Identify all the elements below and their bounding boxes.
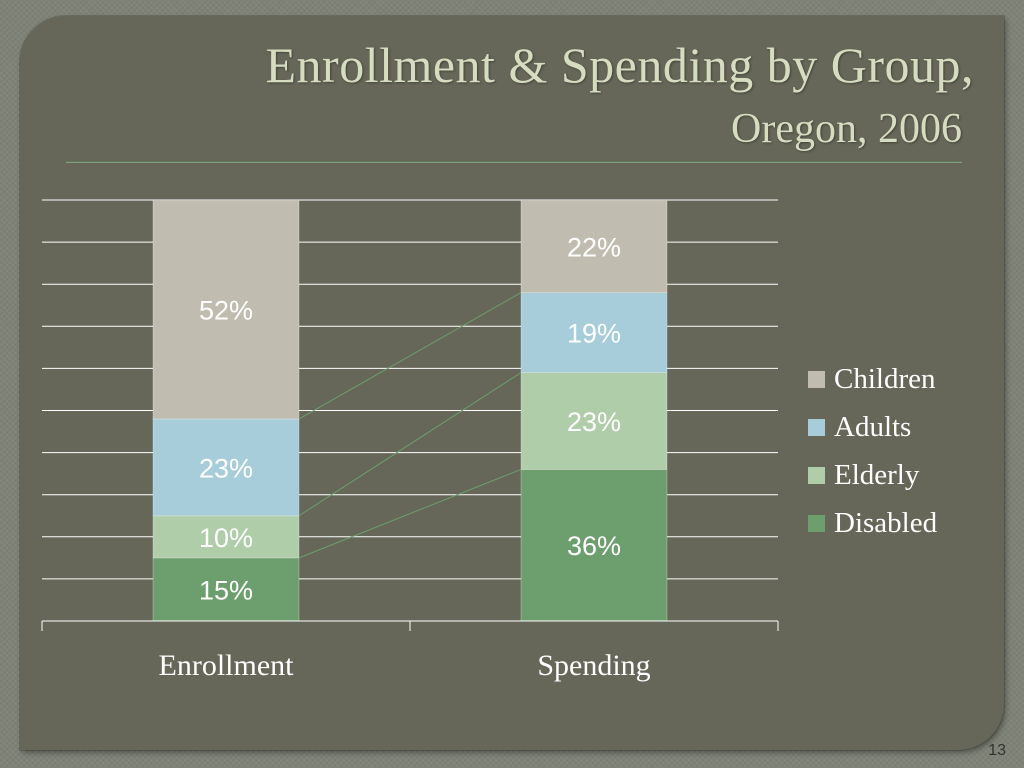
bar-segment-children [520, 199, 668, 294]
bar-segment-disabled [152, 557, 300, 622]
x-tick-label: Enrollment [159, 649, 295, 682]
legend-label-disabled: Disabled [834, 506, 938, 539]
bar-segment-adults [152, 418, 300, 517]
legend-swatch-adults [808, 418, 825, 436]
legend-label-elderly: Elderly [834, 458, 920, 491]
data-label-elderly: 10% [199, 523, 253, 553]
data-label-disabled: 36% [567, 531, 621, 561]
legend-swatch-elderly [808, 466, 825, 484]
title-divider [66, 161, 962, 163]
data-label-children: 52% [199, 295, 253, 325]
bar-segment-disabled [520, 469, 668, 622]
data-label-children: 22% [567, 232, 621, 262]
x-tick-label: Spending [537, 649, 650, 682]
series-line [298, 292, 522, 420]
bar-segment-children [152, 199, 300, 420]
legend-label-children: Children [834, 362, 936, 395]
slide-subtitle: Oregon, 2006 [731, 106, 962, 152]
legend-label-adults: Adults [834, 410, 912, 443]
series-line [298, 372, 522, 517]
gridlines [42, 199, 778, 580]
legend-item-children: Children [808, 355, 937, 403]
legend-item-adults: Adults [808, 403, 937, 451]
legend-item-disabled: Disabled [808, 499, 937, 547]
x-axis: Enrollment Spending [41, 620, 779, 682]
legend-item-elderly: Elderly [808, 451, 937, 499]
slide-number: 13 [988, 742, 1006, 759]
data-label-adults: 19% [567, 319, 621, 349]
legend-swatch-children [808, 370, 825, 388]
bar-segment-elderly [520, 372, 668, 470]
bar-segments [152, 199, 668, 622]
data-label-elderly: 23% [567, 407, 621, 437]
legend-swatch-disabled [808, 514, 825, 532]
series-lines [298, 292, 522, 559]
bar-segment-elderly [152, 515, 300, 559]
data-label-disabled: 15% [199, 575, 253, 605]
bar-segment-adults [520, 292, 668, 374]
series-line [298, 468, 522, 559]
data-label-adults: 23% [199, 453, 253, 483]
data-labels: 15% 10% 23% 52% 36% 23% 19% 22% [199, 232, 621, 605]
chart-legend: Children Adults Elderly Disabled [808, 355, 937, 547]
slide-title: Enrollment & Spending by Group, [265, 37, 974, 93]
